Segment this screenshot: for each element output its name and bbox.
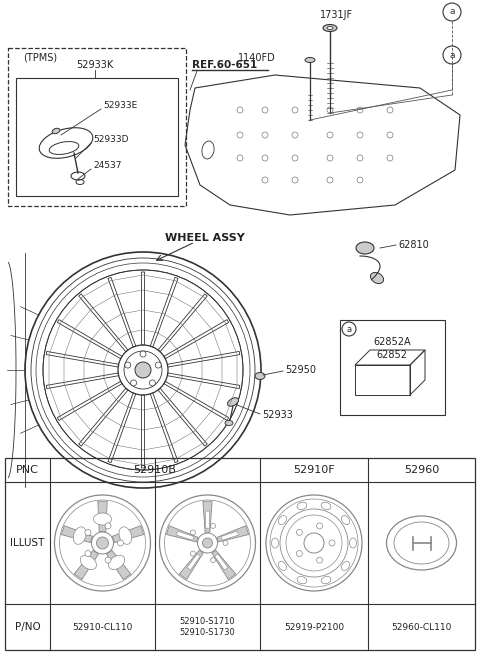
Circle shape [317,557,323,563]
Polygon shape [203,501,212,532]
Text: 1140FD: 1140FD [238,53,276,63]
Bar [5,458,475,650]
Circle shape [105,523,111,529]
Circle shape [203,538,213,548]
Polygon shape [179,551,203,579]
Polygon shape [217,526,249,542]
Ellipse shape [228,397,239,406]
Ellipse shape [321,502,331,510]
Ellipse shape [80,555,96,570]
Ellipse shape [225,420,233,426]
Ellipse shape [321,576,331,584]
Text: 52910-S1710
52910-S1730: 52910-S1710 52910-S1730 [180,618,235,637]
Circle shape [329,540,335,546]
Text: REF.60-651: REF.60-651 [192,60,257,70]
Text: a: a [449,7,455,16]
Circle shape [125,362,131,368]
Circle shape [211,524,216,528]
Text: 52960-CL110: 52960-CL110 [391,622,452,631]
Text: a: a [347,325,351,334]
Ellipse shape [272,538,278,548]
Circle shape [155,362,161,368]
Text: 52910B: 52910B [133,465,177,475]
Ellipse shape [341,516,349,525]
Polygon shape [112,526,144,543]
Bar [355,365,410,395]
Ellipse shape [278,561,287,570]
Text: 62852: 62852 [376,350,408,360]
Text: P/NO: P/NO [14,622,40,632]
Ellipse shape [119,527,132,545]
Ellipse shape [341,561,349,570]
Polygon shape [74,551,98,579]
Bar [8,48,186,206]
Polygon shape [61,526,93,543]
Bar [340,320,445,415]
Ellipse shape [305,58,315,62]
Text: (TPMS): (TPMS) [23,52,57,62]
Circle shape [297,551,302,556]
Circle shape [131,380,137,386]
Circle shape [191,530,195,535]
Text: 52933: 52933 [262,410,293,420]
Ellipse shape [323,24,337,32]
Text: a: a [449,51,455,60]
Ellipse shape [94,513,111,525]
Polygon shape [187,554,200,570]
Text: ILLUST: ILLUST [10,538,45,548]
Text: 52919-P2100: 52919-P2100 [284,622,344,631]
Ellipse shape [278,516,287,525]
Text: PNC: PNC [16,465,39,475]
Circle shape [85,530,91,535]
Circle shape [211,558,216,562]
Polygon shape [177,531,194,540]
Text: WHEEL ASSY: WHEEL ASSY [165,233,245,243]
Circle shape [297,530,302,535]
Text: 24537: 24537 [93,162,121,171]
Circle shape [317,523,323,529]
Circle shape [191,551,195,556]
Polygon shape [221,531,239,540]
Ellipse shape [327,26,333,30]
Circle shape [140,351,146,357]
Polygon shape [212,551,236,579]
Text: 52960: 52960 [404,465,439,475]
Polygon shape [98,501,107,532]
Text: 52933K: 52933K [76,60,114,70]
Ellipse shape [255,373,265,380]
Polygon shape [205,511,210,528]
Circle shape [223,541,228,545]
Ellipse shape [52,128,60,134]
Text: 1731JF: 1731JF [320,10,353,20]
Ellipse shape [73,527,86,545]
Ellipse shape [371,273,384,284]
Polygon shape [167,526,198,542]
Text: 62810: 62810 [398,240,429,250]
Circle shape [85,551,91,556]
Text: 52933D: 52933D [93,135,129,145]
Circle shape [135,362,151,378]
Ellipse shape [297,502,307,510]
Ellipse shape [297,576,307,584]
Ellipse shape [108,555,125,570]
Text: 52933E: 52933E [103,101,137,110]
Circle shape [105,557,111,563]
Text: 52910F: 52910F [293,465,335,475]
Bar [16,78,178,196]
Circle shape [118,540,123,546]
Ellipse shape [349,538,357,548]
Circle shape [149,380,156,386]
Polygon shape [107,551,131,579]
Ellipse shape [356,242,374,254]
Polygon shape [215,554,228,570]
Text: 62852A: 62852A [373,337,411,347]
Circle shape [96,537,108,549]
Text: 52910-CL110: 52910-CL110 [72,622,132,631]
Text: 52950: 52950 [285,365,316,375]
